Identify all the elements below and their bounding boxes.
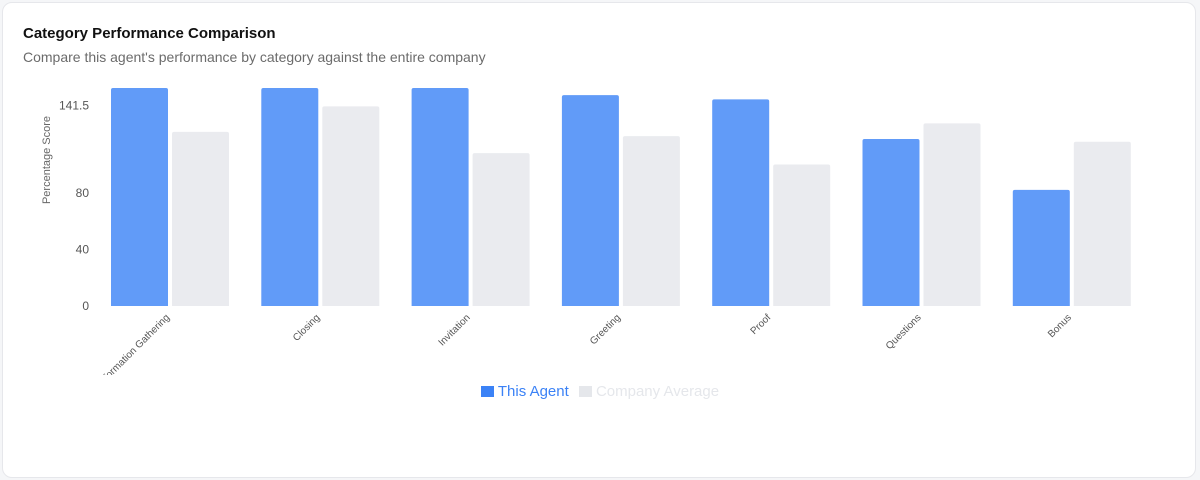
bar-agent-greeting[interactable]: [561, 95, 619, 307]
bar-chart: Percentage Score 0 40 80 141.5 Information …: [41, 88, 1131, 375]
bar-agent-proof[interactable]: [712, 99, 770, 306]
bar-agent-closing[interactable]: [261, 88, 319, 306]
bar-agent-information-gathering[interactable]: [111, 88, 168, 306]
bar-company-information-gathering[interactable]: [172, 131, 229, 306]
bar-agent-invitation[interactable]: [411, 88, 469, 306]
chart-subtitle: Compare this agent's performance by cate…: [23, 49, 486, 65]
bars: [111, 88, 1131, 307]
legend-swatch-company: [578, 386, 592, 397]
legend-swatch-agent: [480, 386, 494, 397]
y-tick-label: 40: [76, 242, 90, 256]
chart-title: Category Performance Comparison: [23, 25, 276, 42]
legend-label-company: Company Average: [595, 383, 720, 400]
legend-item-company[interactable]: Company Average: [578, 383, 720, 400]
bar-company-invitation[interactable]: [472, 153, 530, 306]
bar-company-bonus[interactable]: [1073, 141, 1131, 306]
y-axis-label: Percentage Score: [41, 116, 53, 204]
bar-agent-questions[interactable]: [862, 138, 920, 306]
x-tick-label: Bonus: [1046, 312, 1074, 340]
x-tick-label: Proof: [749, 312, 774, 337]
y-axis-ticks: 0 40 80 141.5: [59, 99, 89, 313]
bar-company-greeting[interactable]: [622, 136, 680, 306]
legend: This Agent Company Average: [3, 383, 1197, 401]
y-tick-label: 141.5: [59, 99, 89, 113]
x-axis-ticks: Information Gathering Closing Invitation Gr…: [96, 312, 1074, 375]
bar-company-questions[interactable]: [923, 123, 981, 306]
y-tick-label: 0: [82, 299, 89, 313]
x-tick-label: Closing: [291, 312, 322, 343]
legend-item-agent[interactable]: This Agent: [480, 383, 569, 400]
x-tick-label: Information Gathering: [96, 312, 172, 375]
bar-company-proof[interactable]: [773, 164, 831, 306]
bar-agent-bonus[interactable]: [1012, 189, 1070, 306]
x-tick-label: Questions: [884, 312, 924, 352]
legend-label-agent: This Agent: [497, 383, 569, 400]
x-tick-label: Invitation: [437, 312, 473, 348]
bar-company-closing[interactable]: [322, 106, 380, 307]
x-tick-label: Greeting: [588, 312, 623, 347]
y-tick-label: 80: [76, 186, 90, 200]
